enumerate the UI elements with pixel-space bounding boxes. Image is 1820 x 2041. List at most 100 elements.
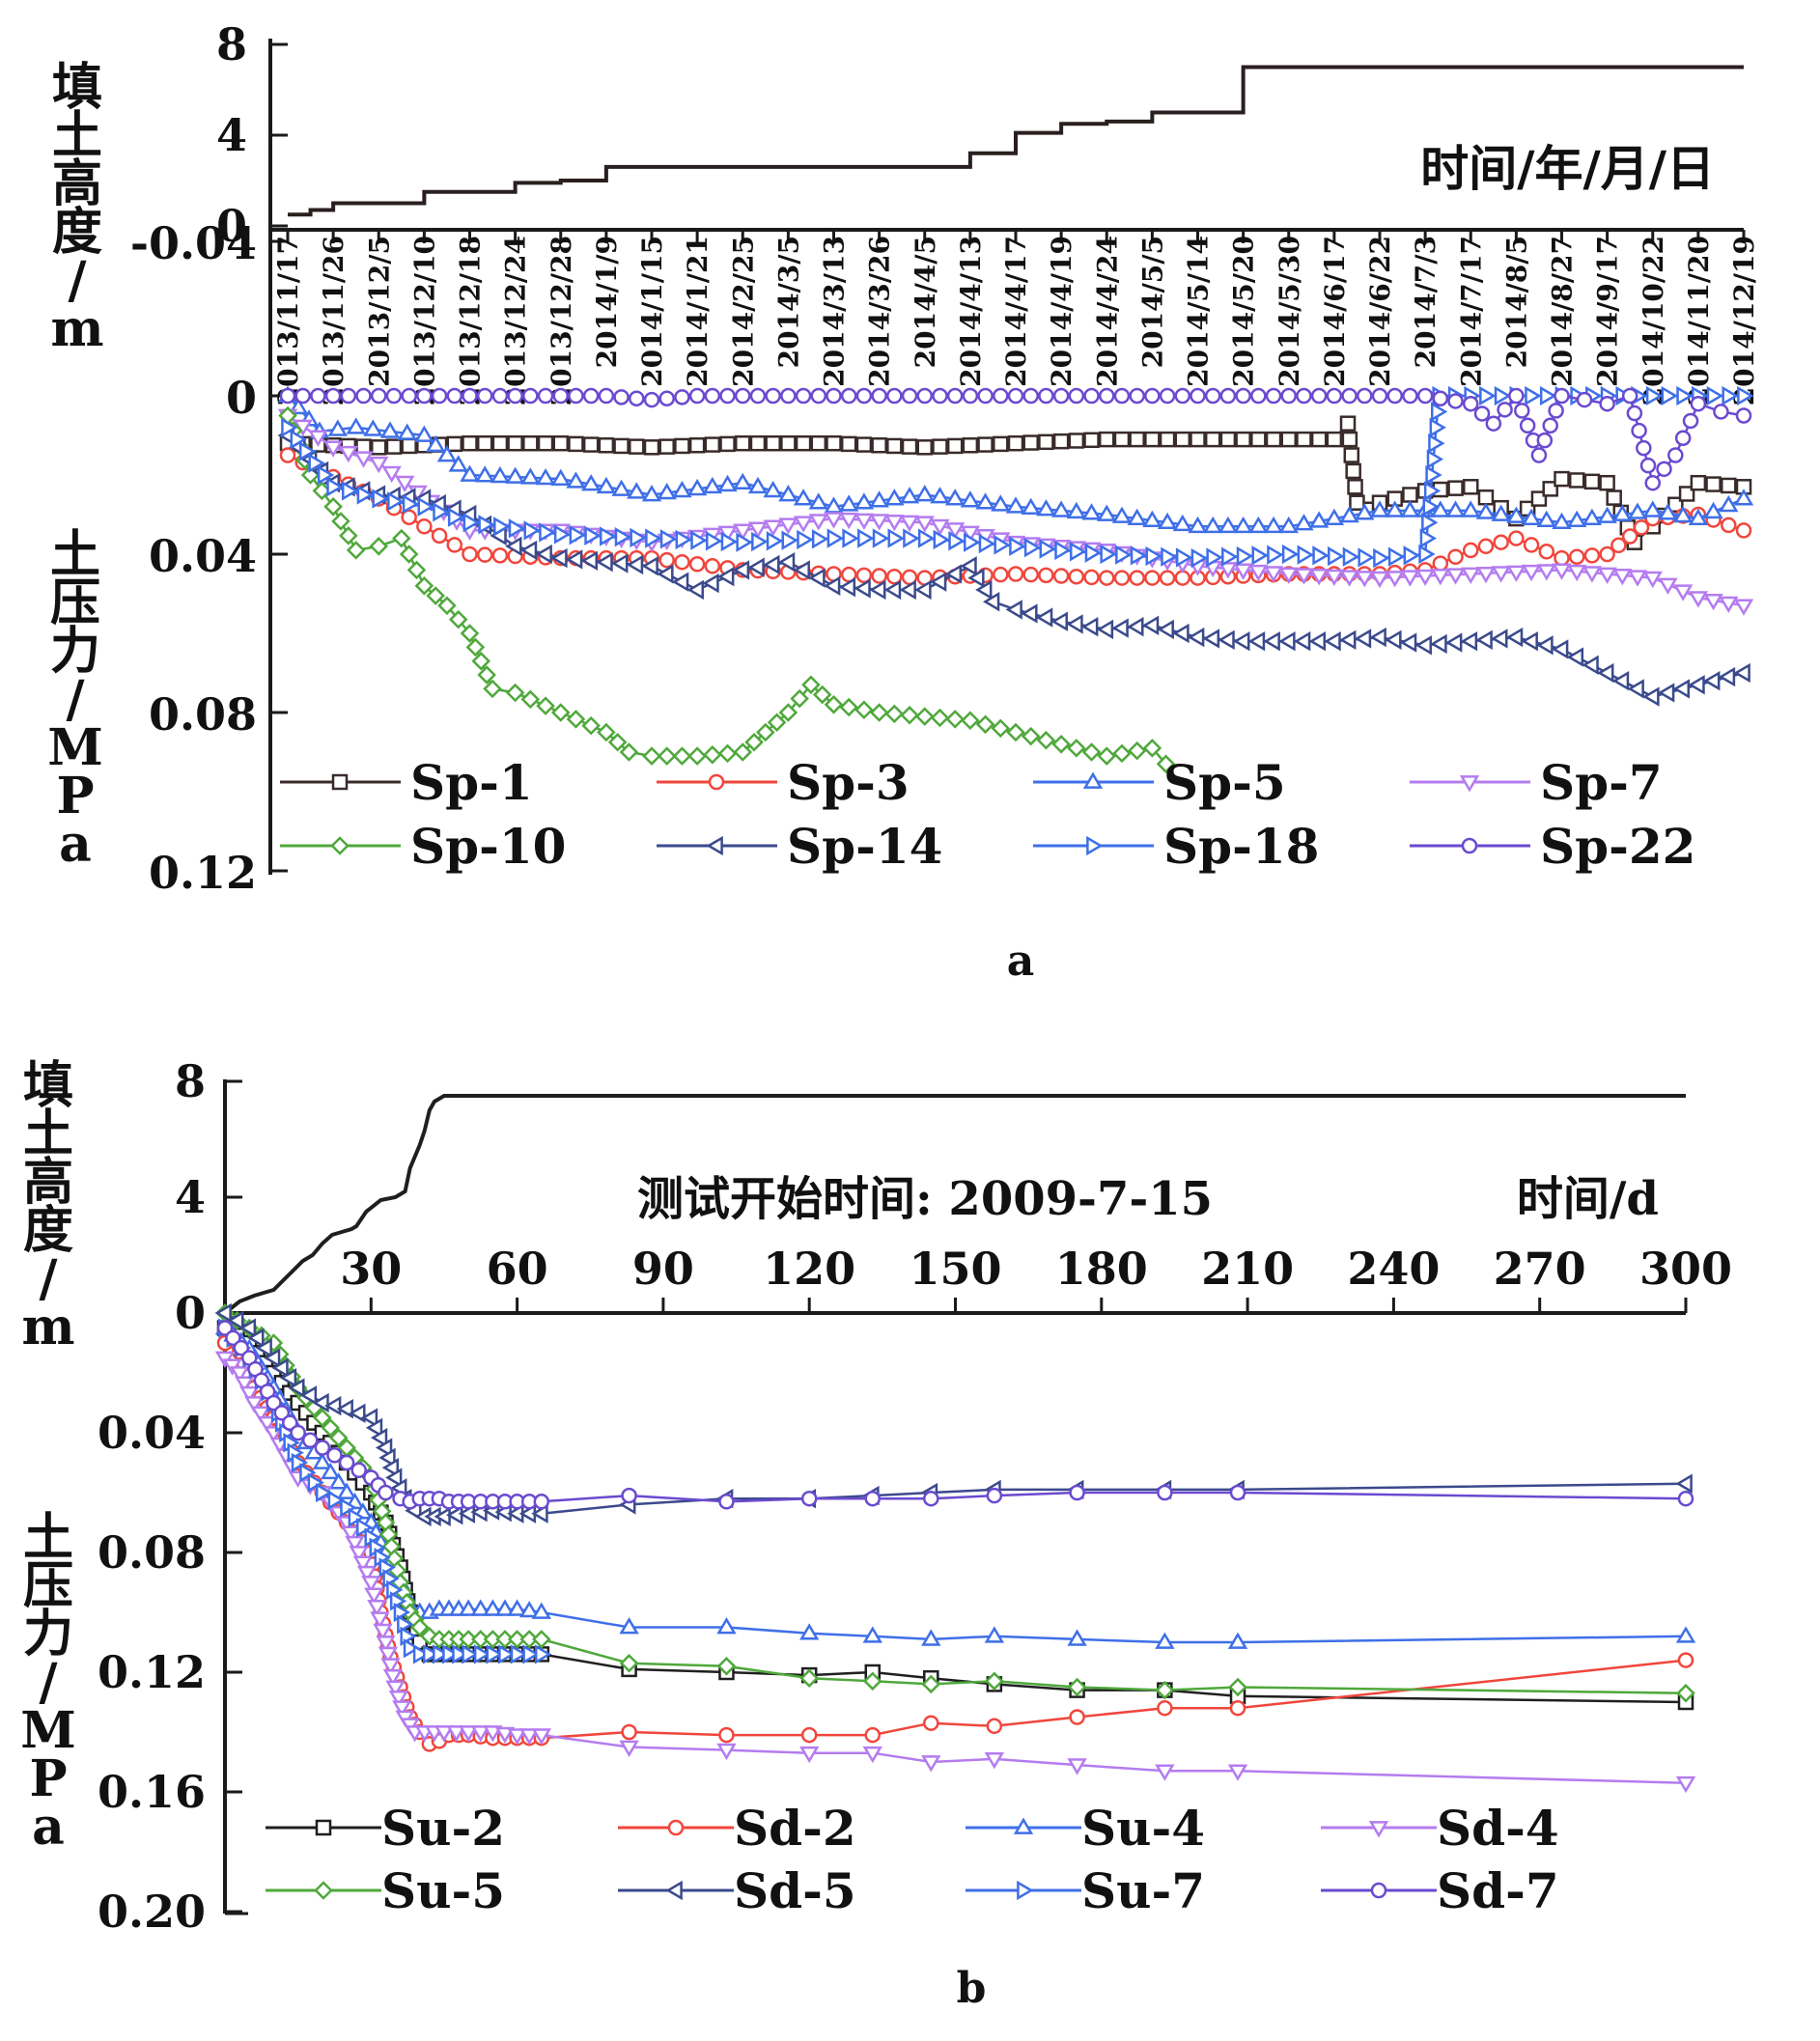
data-point (522, 434, 539, 452)
data-point (473, 1644, 491, 1664)
x-tick-label: 2014/5/5 (1136, 236, 1168, 368)
legend-marker (1082, 771, 1104, 789)
data-point (871, 387, 887, 405)
data-point (643, 391, 660, 408)
data-point (1552, 639, 1569, 659)
data-point (1677, 1652, 1694, 1668)
data-point (733, 523, 753, 541)
data-point (1280, 387, 1297, 405)
data-point (414, 425, 434, 442)
x-tick-label: 2014/4/17 (1000, 236, 1032, 387)
pressure-axis-title-char: 力 (23, 1605, 73, 1664)
fill-axis-title-char: m (50, 299, 103, 358)
data-point (1280, 431, 1297, 448)
data-point (345, 1535, 365, 1553)
legend-marker (706, 835, 723, 856)
data-point (1341, 431, 1358, 448)
x-tick-label: 240 (1347, 1243, 1440, 1295)
data-point (1403, 545, 1420, 566)
data-point (1414, 569, 1436, 587)
data-point (1127, 508, 1147, 525)
x-tick-label: 2014/3/26 (864, 236, 896, 387)
data-point (598, 387, 615, 405)
data-point (460, 464, 480, 482)
data-point (1341, 387, 1358, 405)
data-point (778, 517, 798, 535)
legend-item-sd-5: Sd-5 (618, 1862, 856, 1919)
data-point (448, 455, 468, 472)
data-point (778, 703, 798, 722)
data-point (385, 1680, 406, 1697)
data-point (406, 560, 427, 580)
data-point (686, 579, 704, 601)
data-point (899, 515, 920, 532)
pressure-axis-title-char: a (32, 1798, 65, 1857)
data-point (1174, 387, 1191, 405)
data-point (1432, 390, 1449, 406)
data-point (986, 1487, 1003, 1504)
data-point (1369, 571, 1390, 589)
legend-label: Sp-18 (1163, 818, 1319, 875)
data-point (921, 1629, 941, 1646)
data-point (508, 518, 526, 539)
data-point (537, 387, 554, 405)
x-tick-label: 2013/12/10 (408, 236, 440, 405)
data-point (921, 1674, 941, 1694)
data-point (552, 434, 569, 452)
x-tick-label: 2014/1/9 (591, 236, 623, 368)
data-point (704, 436, 721, 453)
x-tick-label: 2014/9/17 (1592, 236, 1624, 387)
data-point (1099, 570, 1115, 586)
data-point (611, 479, 631, 496)
data-point (658, 438, 675, 455)
fill-tick-label: 4 (175, 1171, 206, 1223)
data-point (507, 1599, 527, 1616)
data-point (614, 527, 632, 547)
data-point (718, 1494, 735, 1510)
data-point (1142, 739, 1162, 758)
data-point (1022, 434, 1039, 451)
data-point (1656, 461, 1672, 478)
data-point (1400, 500, 1420, 517)
data-point (967, 568, 985, 588)
data-point (1538, 544, 1555, 560)
data-point (375, 1438, 393, 1458)
data-point (1111, 618, 1129, 638)
data-point (279, 447, 296, 463)
data-point (1530, 447, 1548, 463)
data-point (392, 1700, 412, 1718)
legend-item-sd-4: Sd-4 (1321, 1800, 1559, 1857)
data-point (901, 387, 918, 405)
data-point (1308, 569, 1330, 586)
fill-axis-title-char: 土 (52, 106, 102, 165)
data-point (1263, 631, 1280, 652)
legend-label: Sp-14 (787, 818, 942, 875)
data-point (1627, 679, 1644, 699)
data-point (387, 491, 405, 512)
pressure-tick-label: 0.12 (98, 1646, 206, 1698)
data-point (414, 576, 434, 596)
data-point (1676, 1683, 1695, 1703)
data-point (930, 487, 950, 504)
x-tick-label: 300 (1639, 1243, 1732, 1295)
data-point (1463, 542, 1479, 559)
data-point (884, 489, 905, 506)
data-point (629, 390, 645, 406)
data-point (214, 1302, 232, 1324)
data-point (299, 1385, 318, 1406)
data-point (621, 1723, 637, 1741)
legend-item-sp-7: Sp-7 (1410, 754, 1663, 811)
data-point (930, 708, 950, 728)
data-point (1552, 563, 1572, 580)
data-point (225, 1329, 241, 1347)
data-point (597, 722, 616, 742)
legend-marker (314, 1881, 333, 1900)
data-point (462, 545, 478, 563)
fill-axis-title-char: / (69, 251, 87, 310)
data-point (763, 480, 783, 498)
data-point (629, 438, 645, 455)
data-point (1267, 545, 1284, 565)
data-point (749, 434, 767, 452)
data-point (1066, 501, 1087, 519)
